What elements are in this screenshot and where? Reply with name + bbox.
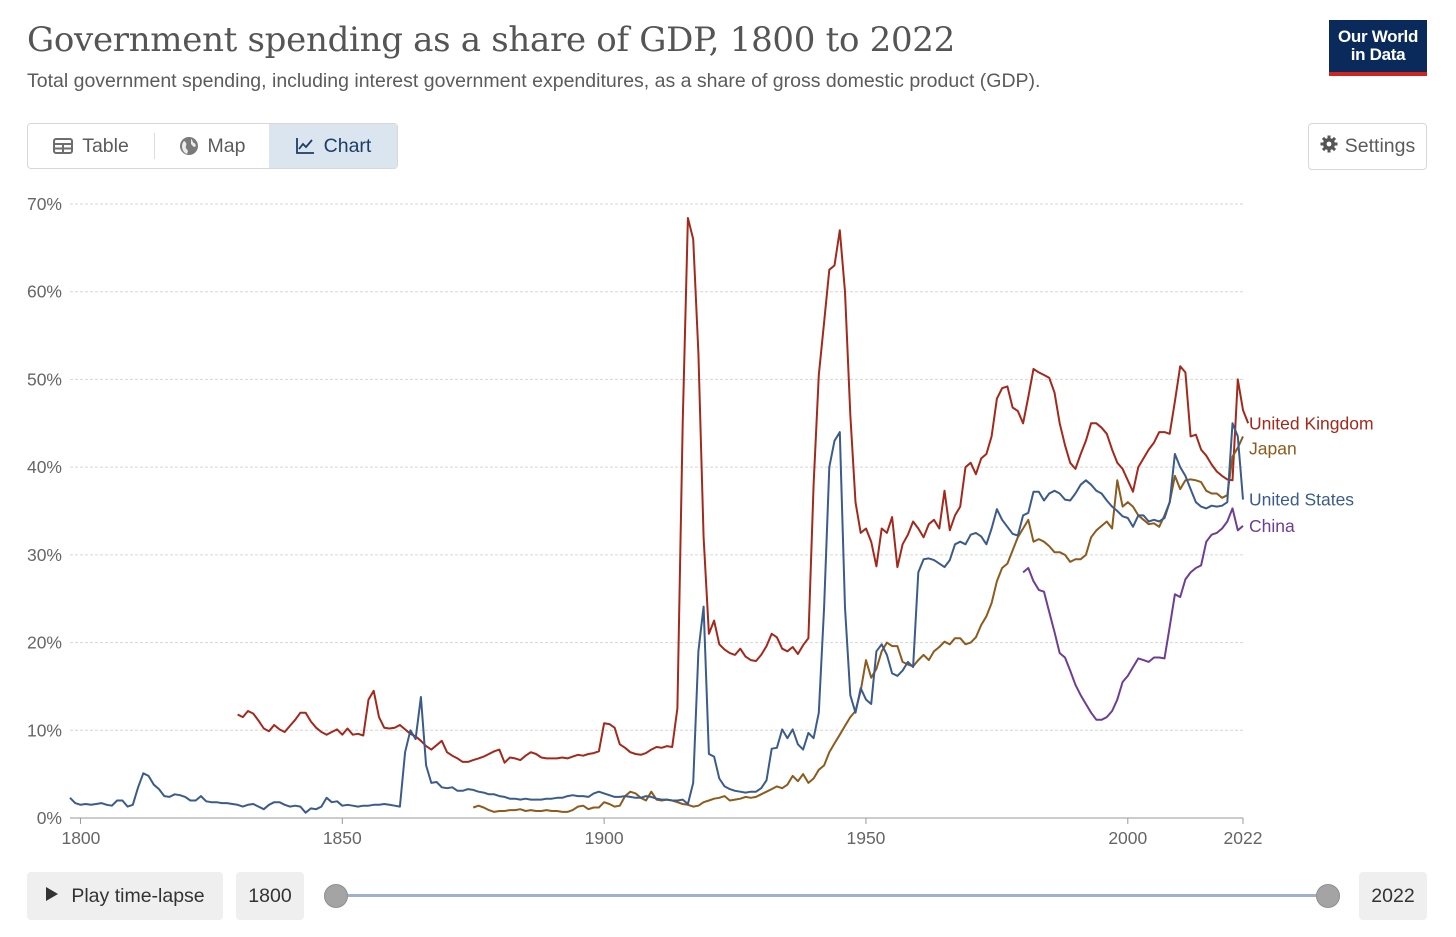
timeline-start-handle[interactable] [324, 884, 348, 908]
y-tick-label: 70% [27, 194, 62, 214]
y-tick-label: 40% [27, 457, 62, 477]
x-tick-label: 1800 [61, 828, 100, 848]
logo-line-2: in Data [1350, 45, 1406, 64]
view-tabs: Table Map Chart [27, 123, 398, 169]
tab-chart[interactable]: Chart [269, 124, 397, 168]
series-line-china [1022, 507, 1244, 721]
y-tick-label: 20% [27, 633, 62, 653]
timeline-end-year[interactable]: 2022 [1359, 872, 1427, 920]
settings-label: Settings [1344, 135, 1416, 157]
line-chart-icon [295, 137, 315, 155]
tab-table[interactable]: Table [28, 124, 154, 168]
tab-map[interactable]: Map [155, 124, 269, 168]
series-label-united-kingdom: United Kingdom [1249, 413, 1374, 433]
page-subtitle: Total government spending, including int… [27, 70, 1041, 92]
table-icon [53, 138, 74, 154]
tab-chart-label: Chart [323, 134, 372, 157]
timeline-slider-track[interactable] [336, 894, 1328, 897]
series-label-united-states: United States [1249, 490, 1354, 510]
series-label-china: China [1249, 516, 1295, 536]
y-tick-label: 60% [27, 282, 62, 302]
logo-line-1: Our World [1337, 27, 1419, 46]
play-timelapse-button[interactable]: Play time-lapse [27, 872, 223, 920]
page-title: Government spending as a share of GDP, 1… [27, 20, 955, 60]
x-tick-label: 1850 [323, 828, 362, 848]
timeline-start-year[interactable]: 1800 [236, 872, 304, 920]
gear-icon [1320, 135, 1338, 159]
y-tick-label: 30% [27, 545, 62, 565]
y-tick-label: 0% [37, 808, 62, 828]
x-tick-label: 2022 [1224, 828, 1263, 848]
series-line-united-kingdom [237, 217, 1250, 764]
tab-divider [154, 133, 155, 159]
play-timelapse-label: Play time-lapse [71, 884, 205, 907]
series-line-united-states [69, 422, 1244, 814]
globe-icon [179, 136, 199, 156]
y-tick-label: 50% [27, 369, 62, 389]
settings-button[interactable]: Settings [1308, 123, 1427, 170]
y-tick-label: 10% [27, 720, 62, 740]
timeline-end-handle[interactable] [1316, 884, 1340, 908]
series-line-japan [472, 435, 1244, 813]
tab-map-label: Map [207, 134, 246, 157]
owid-logo[interactable]: Our World in Data [1329, 20, 1427, 76]
play-icon [45, 885, 59, 908]
x-tick-label: 2000 [1108, 828, 1147, 848]
line-chart: 0% 10% 20% 30% 40% 50% 60% 70% 1800 1850 1900 1950 2… [27, 194, 1374, 848]
x-tick-label: 1950 [846, 828, 885, 848]
x-tick-label: 1900 [585, 828, 624, 848]
tab-table-label: Table [82, 134, 129, 157]
series-label-japan: Japan [1249, 438, 1297, 458]
